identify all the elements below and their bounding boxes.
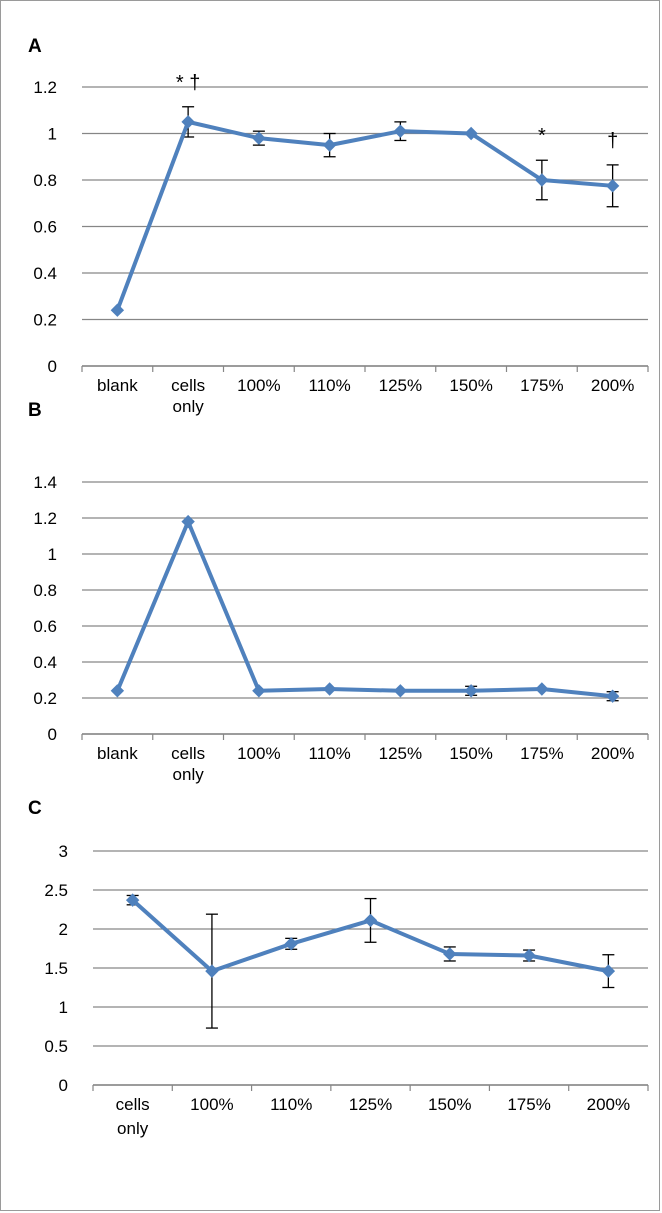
data-point xyxy=(464,684,478,698)
x-tick-label: 110% xyxy=(270,1095,312,1114)
x-tick-label: blank xyxy=(97,376,138,395)
data-point xyxy=(601,964,616,978)
significance-marker: * xyxy=(538,125,546,147)
data-point xyxy=(205,964,219,978)
x-tick-label: blank xyxy=(97,744,138,763)
x-tick-label: 110% xyxy=(309,744,351,763)
data-point xyxy=(535,682,549,696)
y-tick-label: 1.2 xyxy=(33,78,57,97)
x-tick-label: 200% xyxy=(591,744,634,763)
y-tick-label: 1.5 xyxy=(44,959,68,978)
x-tick-label: 200% xyxy=(587,1095,630,1114)
y-tick-label: 1 xyxy=(48,125,57,144)
x-tick-label: cells xyxy=(171,376,205,395)
data-point xyxy=(605,179,620,193)
y-tick-label: 0.4 xyxy=(33,653,57,672)
y-tick-label: 0.8 xyxy=(33,171,57,190)
y-tick-label: 0.6 xyxy=(33,218,57,237)
data-point xyxy=(181,514,195,529)
x-tick-label: 125% xyxy=(349,1095,392,1114)
series-line xyxy=(115,119,613,311)
y-tick-label: 2 xyxy=(59,920,68,939)
y-tick-label: 3 xyxy=(59,842,68,861)
x-tick-label: only xyxy=(173,397,205,416)
y-tick-label: 0.2 xyxy=(33,689,57,708)
x-tick-label: 125% xyxy=(379,376,422,395)
panel-letter: A xyxy=(28,36,42,57)
y-tick-label: 2.5 xyxy=(44,881,68,900)
data-point xyxy=(393,684,408,698)
significance-marker: † xyxy=(607,130,618,152)
y-tick-label: 0.2 xyxy=(33,311,57,330)
y-tick-label: 0.8 xyxy=(33,581,57,600)
x-tick-label: 150% xyxy=(449,376,492,395)
data-point xyxy=(443,947,457,961)
data-point xyxy=(322,138,337,152)
y-tick-label: 1 xyxy=(59,998,68,1017)
x-tick-label: 175% xyxy=(507,1095,550,1114)
data-point xyxy=(284,937,298,951)
panel-letter: C xyxy=(28,798,42,819)
data-point xyxy=(363,913,378,928)
y-tick-label: 1 xyxy=(48,545,57,564)
x-tick-label: 175% xyxy=(520,376,563,395)
x-tick-label: 110% xyxy=(309,376,351,395)
y-tick-label: 0 xyxy=(48,725,57,744)
x-tick-label: 150% xyxy=(428,1095,471,1114)
x-tick-label: 100% xyxy=(237,744,280,763)
y-tick-label: 0 xyxy=(48,357,57,376)
data-point xyxy=(125,893,140,907)
x-tick-label: 125% xyxy=(379,744,422,763)
data-point xyxy=(535,173,549,187)
y-tick-label: 0 xyxy=(59,1076,68,1095)
y-tick-label: 1.4 xyxy=(33,473,57,492)
data-point xyxy=(605,689,620,703)
panel-c: C 0 0.5 1 1.5 2 2.5 3 cells only 100% 110% 125% 150% 1… xyxy=(28,798,649,1138)
data-point xyxy=(252,131,266,145)
x-tick-label: cells xyxy=(171,744,205,763)
x-tick-label: only xyxy=(173,765,205,784)
y-tick-label: 1.2 xyxy=(33,509,57,528)
data-point xyxy=(464,126,478,141)
data-point xyxy=(322,682,337,696)
data-point xyxy=(110,303,125,317)
data-point xyxy=(110,684,125,698)
y-tick-label: 0.4 xyxy=(33,264,57,283)
data-point xyxy=(252,684,266,698)
data-point xyxy=(181,115,195,129)
x-tick-label: 200% xyxy=(591,376,634,395)
x-tick-label: only xyxy=(117,1119,149,1138)
data-point xyxy=(522,948,536,963)
data-point xyxy=(393,124,408,138)
panel-a: A 0 0.2 0.4 0.6 0.8 1 1.2 blank cells only 100% 110%… xyxy=(28,36,649,416)
x-tick-label: 100% xyxy=(190,1095,233,1114)
y-tick-label: 0.5 xyxy=(44,1037,68,1056)
significance-marker: * † xyxy=(176,72,200,94)
panel-letter: B xyxy=(28,400,42,421)
panel-b: B 0 0.2 0.4 0.6 0.8 1 1.2 1.4 blank cells only 100% 1… xyxy=(28,400,649,784)
series-line xyxy=(115,519,613,699)
x-tick-label: 175% xyxy=(520,744,563,763)
x-tick-label: 100% xyxy=(237,376,280,395)
y-tick-label: 0.6 xyxy=(33,617,57,636)
x-tick-label: 150% xyxy=(449,744,492,763)
x-tick-label: cells xyxy=(116,1095,150,1114)
